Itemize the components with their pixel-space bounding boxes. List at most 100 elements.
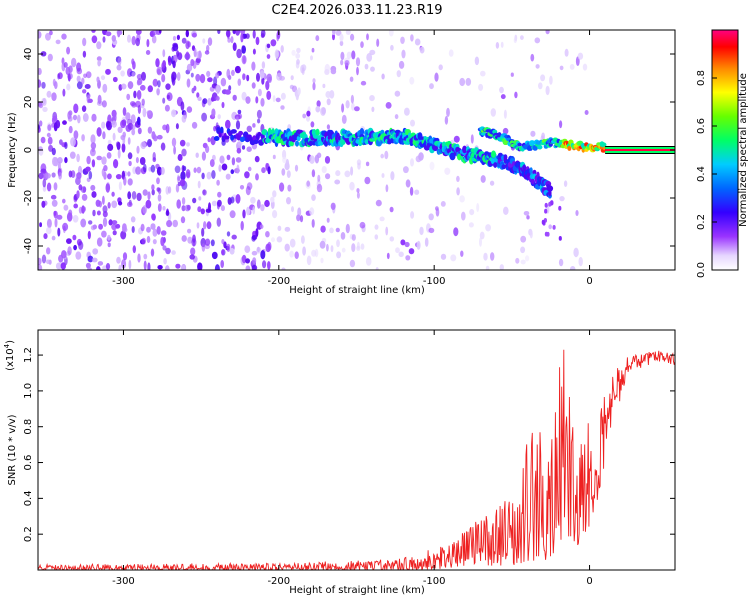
noise-blob: [147, 126, 153, 134]
noise-blob: [403, 166, 409, 174]
noise-blob: [225, 173, 231, 180]
noise-blob: [237, 109, 242, 115]
carrier-band: [605, 151, 675, 153]
noise-blob: [46, 247, 51, 255]
noise-blob: [207, 97, 212, 106]
noise-blob: [181, 197, 186, 205]
noise-blob: [252, 30, 256, 39]
snr-frame: [37, 329, 676, 571]
noise-blob: [404, 241, 410, 248]
noise-blob: [135, 166, 142, 175]
signal-blob: [491, 150, 496, 158]
noise-blob: [96, 155, 102, 161]
signal-blob: [493, 162, 497, 168]
y-tick-label: -40: [23, 238, 34, 254]
noise-blob: [468, 222, 474, 228]
noise-blob: [206, 44, 210, 52]
noise-blob: [510, 72, 514, 77]
noise-blob: [47, 53, 53, 62]
noise-blob: [171, 71, 177, 81]
noise-blob: [395, 247, 400, 254]
noise-blob: [137, 116, 141, 126]
signal-blob: [295, 140, 299, 147]
signal-blob: [224, 135, 230, 140]
noise-blob: [76, 75, 81, 83]
colorbar-tick-label: 0.2: [696, 214, 707, 230]
noise-blob: [401, 49, 406, 59]
noise-blob: [245, 186, 251, 196]
noise-blob: [310, 121, 315, 128]
colorbar-tick-label: 0.4: [696, 166, 707, 182]
noise-blob: [96, 266, 101, 270]
noise-blob: [101, 100, 107, 108]
noise-blob: [478, 83, 484, 91]
noise-blob: [102, 36, 106, 43]
noise-blob: [68, 65, 73, 73]
noise-blob: [530, 53, 535, 62]
noise-blob: [459, 195, 465, 203]
noise-blob: [369, 49, 376, 56]
signal-blob: [308, 140, 313, 147]
noise-blob: [206, 70, 211, 77]
noise-blob: [230, 169, 235, 175]
noise-blob: [180, 264, 186, 270]
noise-blob: [53, 210, 57, 216]
noise-blob: [70, 170, 76, 179]
noise-blob: [190, 72, 194, 78]
noise-blob: [96, 41, 102, 50]
noise-blob: [73, 130, 79, 140]
noise-blob: [156, 187, 161, 192]
noise-blob: [202, 98, 208, 105]
noise-blob: [146, 139, 153, 148]
noise-blob: [147, 191, 151, 201]
noise-blob: [196, 222, 200, 229]
noise-blob: [261, 61, 266, 69]
noise-blob: [424, 237, 429, 247]
noise-blob: [122, 107, 127, 116]
noise-blob: [67, 111, 72, 120]
signal-blob: [541, 219, 545, 225]
noise-blob: [182, 165, 187, 171]
noise-blob: [76, 153, 80, 163]
x-tick-label: -300: [112, 576, 135, 587]
noise-blob: [216, 217, 221, 227]
noise-blob: [195, 152, 199, 158]
noise-blob: [315, 105, 321, 113]
noise-blob: [266, 43, 271, 49]
noise-blob: [320, 225, 326, 233]
noise-blob: [461, 211, 466, 221]
noise-blob: [284, 226, 291, 232]
noise-blob: [118, 181, 122, 191]
noise-blob: [335, 30, 342, 36]
noise-blob: [264, 199, 270, 208]
noise-blob: [115, 141, 120, 148]
noise-blob: [545, 30, 550, 35]
noise-blob: [120, 230, 127, 240]
noise-blob: [279, 182, 285, 192]
noise-blob: [164, 104, 170, 112]
noise-blob: [235, 194, 241, 204]
noise-blob: [344, 170, 351, 178]
noise-blob: [444, 167, 451, 175]
noise-blob: [410, 34, 414, 42]
noise-blob: [340, 51, 345, 61]
noise-blob: [82, 206, 87, 212]
noise-blob: [197, 206, 202, 213]
noise-blob: [76, 190, 80, 199]
noise-blob: [191, 121, 198, 129]
noise-blob: [276, 236, 283, 243]
noise-blob: [47, 136, 53, 145]
noise-blob: [166, 220, 173, 228]
noise-blob: [573, 247, 579, 258]
noise-blob: [400, 36, 405, 44]
noise-blob: [132, 124, 136, 130]
noise-blob: [141, 71, 146, 81]
noise-blob: [355, 57, 361, 67]
noise-blob: [197, 96, 202, 102]
signal-blob: [213, 136, 220, 141]
noise-blob: [490, 108, 496, 117]
noise-blob: [341, 103, 345, 113]
noise-blob: [127, 178, 133, 186]
noise-blob: [271, 237, 275, 243]
noise-blob: [364, 63, 369, 70]
